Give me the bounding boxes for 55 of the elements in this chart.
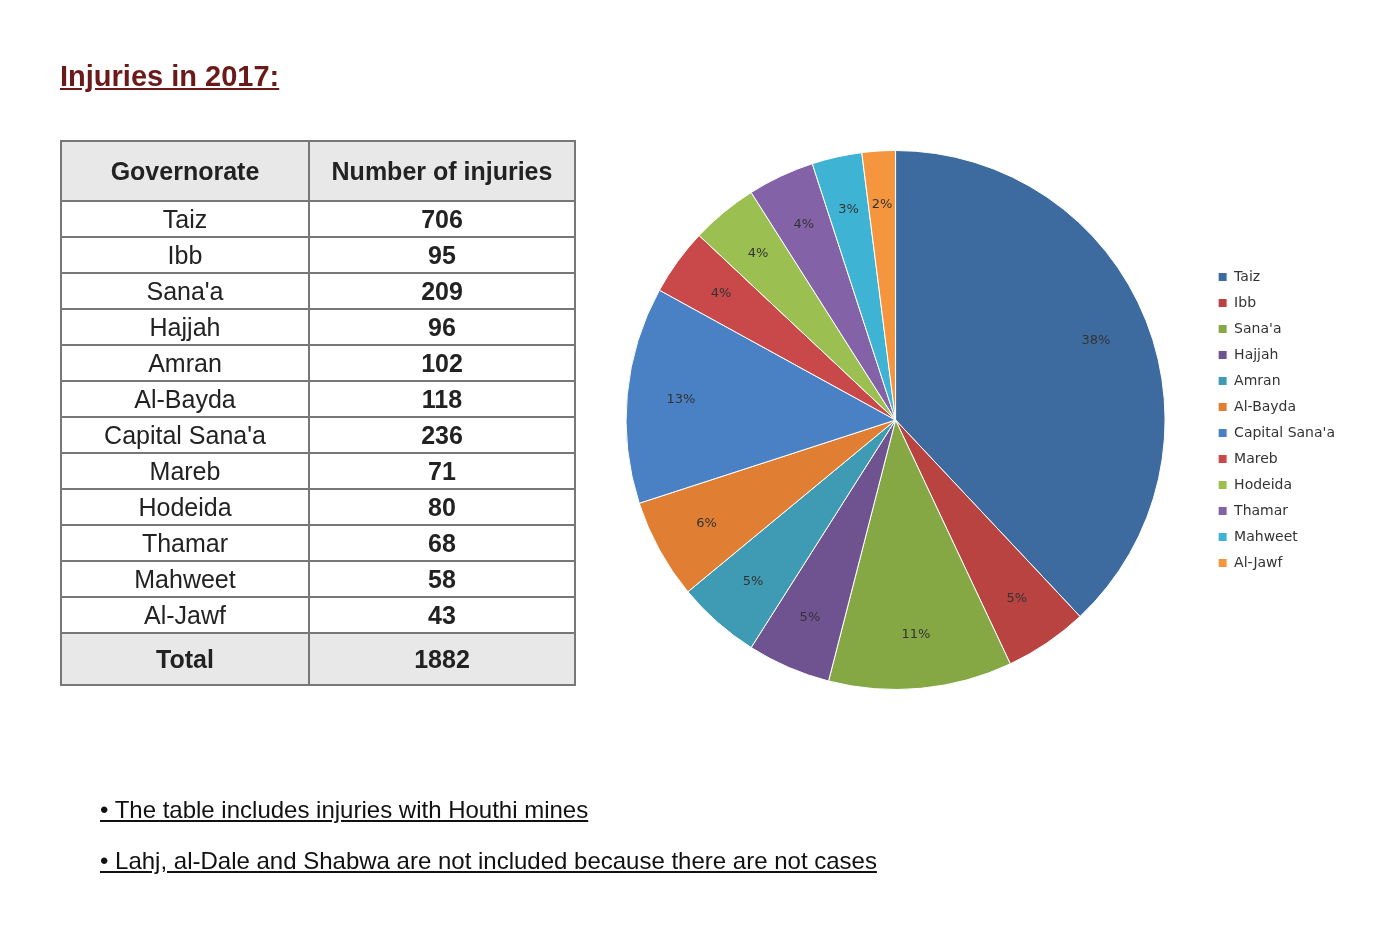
text: 43: [309, 597, 575, 633]
category-label: Hodeida: [138, 492, 232, 521]
legend-label: Ibb: [1234, 293, 1257, 310]
data-label: 13%: [666, 391, 696, 407]
legend-label: Sana'a: [1234, 319, 1282, 336]
data-label: 5%: [799, 609, 821, 625]
text: 706: [309, 201, 575, 237]
category-label: Taiz: [162, 204, 208, 233]
category-label: Amran: [148, 348, 222, 377]
category-label: Hajjah: [149, 312, 221, 341]
text: 58: [309, 561, 575, 597]
text: • The table includes injuries with Houthi mines: [100, 796, 589, 824]
legend-label: Al-Jawf: [1234, 553, 1284, 570]
data-label: 6%: [696, 515, 717, 531]
legend-label: Amran: [1234, 371, 1281, 388]
category-label: Al-Bayda: [134, 384, 236, 413]
text: Injuries in 2017:: [60, 60, 280, 93]
data-label: 38%: [1081, 332, 1111, 348]
data-label: 4%: [793, 216, 815, 232]
legend-label: Thamar: [1233, 501, 1289, 518]
text: 68: [309, 525, 575, 561]
data-label: 3%: [838, 200, 859, 216]
legend-label: Taiz: [1233, 267, 1261, 284]
text: 102: [309, 345, 575, 381]
legend-label: Mahweet: [1234, 527, 1299, 544]
text: 118: [309, 381, 575, 417]
data-label: 4%: [747, 245, 769, 261]
data-label: 5%: [742, 573, 764, 589]
category-label: Al-Jawf: [144, 600, 226, 629]
data-label: 5%: [1006, 589, 1028, 605]
text: 1882: [309, 633, 575, 685]
legend-label: Mareb: [1234, 449, 1278, 466]
text: 236: [309, 417, 575, 453]
text: 96: [309, 309, 575, 345]
data-label: 4%: [710, 284, 732, 300]
category-label: Sana'a: [146, 276, 224, 305]
category-label: Capital Sana'a: [104, 420, 266, 449]
text: • Lahj, al-Dale and Shabwa are not included because there are not cases: [100, 847, 877, 875]
legend-label: Hodeida: [1234, 475, 1293, 492]
legend-label: Capital Sana'a: [1234, 423, 1336, 440]
category-label: Thamar: [141, 528, 229, 557]
category-label: Mahweet: [134, 564, 236, 593]
text: 71: [309, 453, 575, 489]
text: 95: [309, 237, 575, 273]
category-label: Ibb: [167, 240, 203, 269]
text: 209: [309, 273, 575, 309]
text: Governorate: [61, 141, 309, 201]
text: Total: [61, 633, 309, 685]
text: Number of injuries: [309, 141, 575, 201]
legend-label: Hajjah: [1234, 345, 1279, 362]
text: 80: [309, 489, 575, 525]
legend-label: Al-Bayda: [1234, 397, 1297, 414]
data-label: 11%: [901, 626, 931, 642]
category-label: Mareb: [149, 456, 221, 485]
data-label: 2%: [871, 196, 893, 212]
